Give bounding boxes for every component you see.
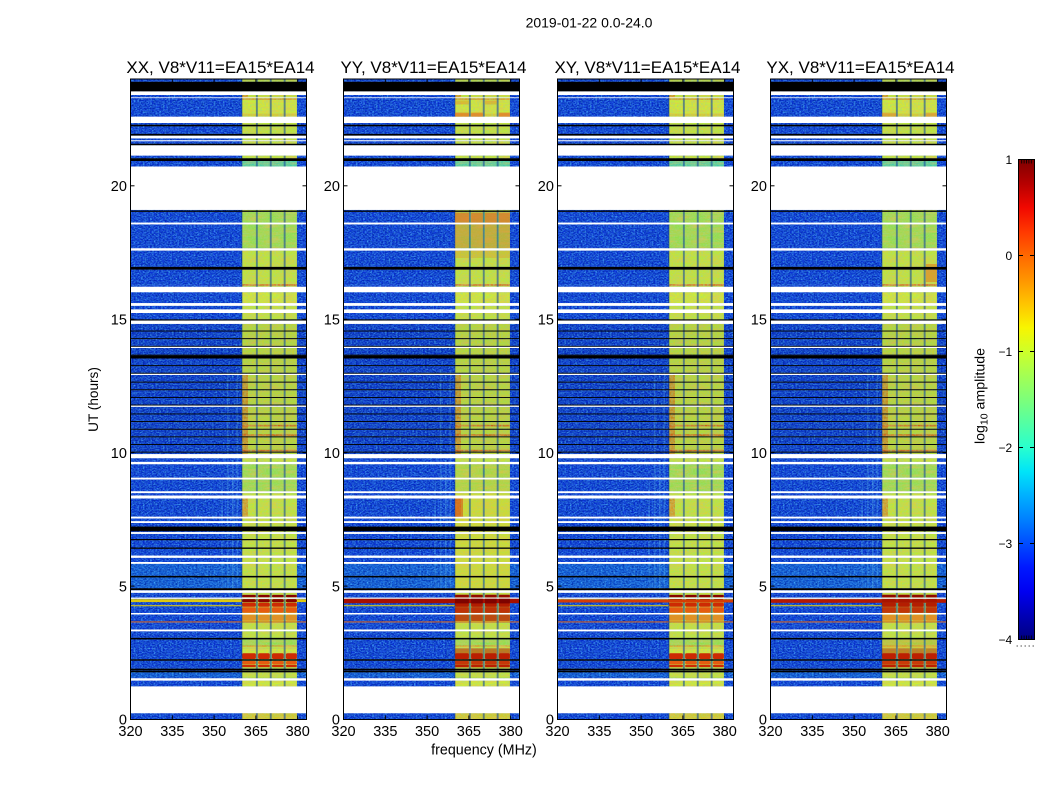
svg-text:380: 380: [713, 724, 737, 740]
svg-text:YX, V8*V11=EA15*EA14: YX, V8*V11=EA15*EA14: [766, 58, 954, 77]
svg-text:5: 5: [546, 579, 554, 595]
svg-text:20: 20: [324, 179, 340, 195]
svg-text:0: 0: [1006, 249, 1013, 263]
svg-text:320: 320: [331, 724, 355, 740]
svg-text:365: 365: [457, 724, 481, 740]
svg-text:15: 15: [751, 312, 767, 328]
svg-text:−4: −4: [999, 633, 1013, 647]
svg-text:350: 350: [629, 724, 653, 740]
svg-text:350: 350: [202, 724, 226, 740]
svg-text:335: 335: [800, 724, 824, 740]
svg-text:10: 10: [751, 446, 767, 462]
svg-text:0: 0: [546, 713, 554, 729]
svg-text:15: 15: [538, 312, 554, 328]
svg-text:380: 380: [286, 724, 310, 740]
svg-text:−3: −3: [999, 537, 1013, 551]
svg-text:10: 10: [111, 446, 127, 462]
svg-text:320: 320: [545, 724, 569, 740]
svg-text:350: 350: [415, 724, 439, 740]
svg-text:335: 335: [160, 724, 184, 740]
svg-text:5: 5: [332, 579, 340, 595]
svg-text:XY, V8*V11=EA15*EA14: XY, V8*V11=EA15*EA14: [554, 58, 740, 77]
svg-text:0: 0: [759, 713, 767, 729]
svg-text:2019-01-22 0.0-24.0: 2019-01-22 0.0-24.0: [526, 15, 653, 31]
svg-text:XX, V8*V11=EA15*EA14: XX, V8*V11=EA15*EA14: [126, 58, 314, 77]
svg-text:YY, V8*V11=EA15*EA14: YY, V8*V11=EA15*EA14: [340, 58, 526, 77]
svg-text:−1: −1: [999, 345, 1013, 359]
svg-text:320: 320: [758, 724, 782, 740]
svg-text:380: 380: [926, 724, 950, 740]
svg-text:335: 335: [587, 724, 611, 740]
svg-text:335: 335: [373, 724, 397, 740]
svg-text:frequency (MHz): frequency (MHz): [431, 742, 537, 758]
svg-text:−2: −2: [999, 441, 1013, 455]
svg-text:365: 365: [671, 724, 695, 740]
svg-text:20: 20: [538, 179, 554, 195]
svg-text:20: 20: [111, 179, 127, 195]
svg-text:10: 10: [538, 446, 554, 462]
svg-text:log10 amplitude: log10 amplitude: [972, 348, 990, 444]
svg-text:365: 365: [884, 724, 908, 740]
svg-text:320: 320: [118, 724, 142, 740]
svg-text:10: 10: [324, 446, 340, 462]
svg-text:365: 365: [244, 724, 268, 740]
svg-text:1: 1: [1006, 153, 1013, 167]
svg-text:15: 15: [111, 312, 127, 328]
svg-text:380: 380: [499, 724, 523, 740]
svg-text:UT (hours): UT (hours): [86, 367, 101, 432]
svg-text:350: 350: [842, 724, 866, 740]
svg-text:5: 5: [119, 579, 127, 595]
svg-text:15: 15: [324, 312, 340, 328]
svg-text:20: 20: [751, 179, 767, 195]
svg-text:5: 5: [759, 579, 767, 595]
svg-text:0: 0: [332, 713, 340, 729]
svg-text:0: 0: [119, 713, 127, 729]
